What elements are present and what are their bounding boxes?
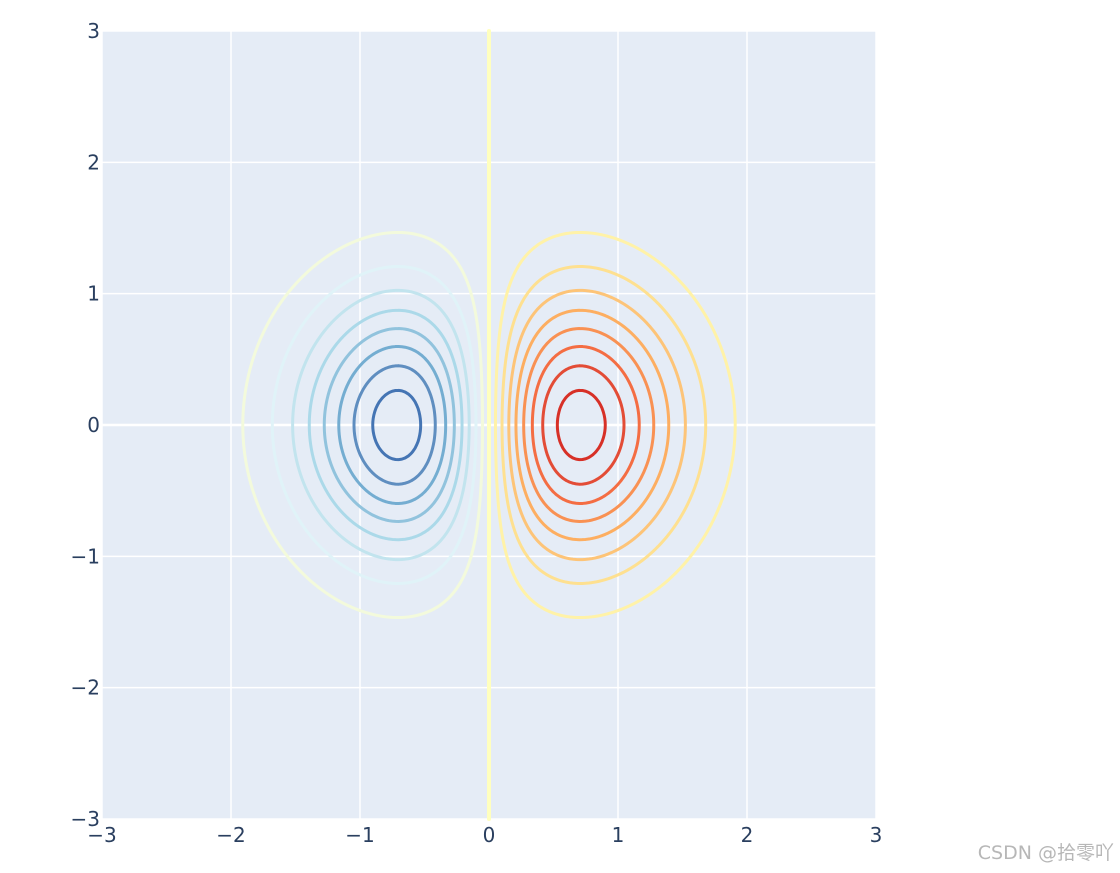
contour-line — [514, 308, 671, 542]
x-tick-label: −3 — [87, 823, 116, 847]
contour-line — [352, 364, 437, 486]
y-tick-label: 3 — [87, 19, 100, 43]
y-tick-label: −3 — [71, 807, 100, 831]
contour-lines — [241, 29, 737, 821]
x-tick-label: 3 — [870, 823, 883, 847]
contour-line — [500, 265, 708, 585]
contour-line — [530, 345, 641, 505]
x-axis-tick-labels: −3 −2 −1 0 1 2 3 — [87, 823, 882, 847]
y-tick-label: −1 — [71, 544, 100, 568]
y-tick-label: 0 — [87, 413, 100, 437]
contour-line — [522, 327, 656, 523]
y-axis-tick-labels: −3 −2 −1 0 1 2 3 — [71, 19, 100, 831]
contour-line — [507, 288, 687, 562]
contour-line — [371, 388, 423, 462]
contour-line — [322, 327, 456, 523]
contour-line — [307, 308, 464, 542]
x-tick-label: 1 — [612, 823, 625, 847]
contour-line — [291, 288, 471, 562]
contour-line — [270, 265, 478, 585]
x-tick-label: −1 — [345, 823, 374, 847]
contour-line — [241, 230, 485, 620]
y-tick-label: 2 — [87, 150, 100, 174]
x-tick-label: 2 — [741, 823, 754, 847]
contour-line — [555, 388, 607, 462]
watermark: CSDN @拾零吖 — [977, 842, 1114, 864]
x-tick-label: −2 — [216, 823, 245, 847]
y-tick-label: −2 — [71, 676, 100, 700]
contour-line — [541, 364, 626, 486]
x-tick-label: 0 — [483, 823, 496, 847]
contour-line — [493, 230, 737, 620]
contour-line — [337, 345, 448, 505]
y-tick-label: 1 — [87, 282, 100, 306]
